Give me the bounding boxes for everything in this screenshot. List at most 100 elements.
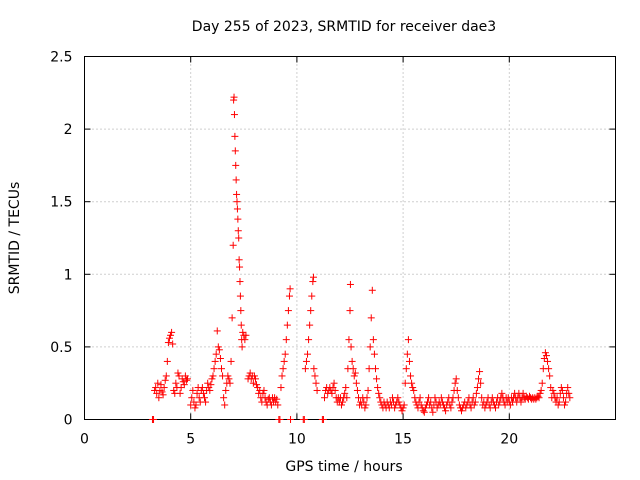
data-point (172, 379, 180, 387)
data-point (346, 307, 354, 315)
data-point (550, 389, 558, 397)
data-point (213, 327, 221, 335)
data-point (447, 404, 455, 412)
data-point (366, 343, 374, 351)
data-point (420, 408, 428, 416)
data-point (374, 384, 382, 392)
data-point (208, 375, 216, 383)
data-point (220, 394, 228, 402)
data-point (241, 336, 249, 344)
data-point (313, 386, 321, 394)
data-point (199, 389, 207, 397)
y-tick-label: 2.5 (50, 50, 72, 66)
data-point (542, 352, 550, 360)
data-point (159, 391, 167, 399)
x-tick-label: 20 (500, 432, 518, 448)
data-point (407, 372, 415, 380)
data-point (558, 386, 566, 394)
chart-title: Day 255 of 2023, SRMTID for receiver dae… (192, 19, 496, 35)
data-point (535, 394, 543, 402)
data-point (161, 376, 169, 384)
data-point (309, 278, 317, 286)
data-point (467, 404, 475, 412)
data-point (157, 381, 165, 389)
data-point (188, 394, 196, 402)
data-point (215, 346, 223, 354)
data-point (442, 407, 450, 415)
data-point (469, 394, 477, 402)
data-point (452, 375, 460, 383)
data-point (342, 384, 350, 392)
data-point (306, 321, 314, 329)
data-point (233, 205, 241, 213)
data-point (170, 386, 178, 394)
data-point (565, 389, 573, 397)
data-point (302, 357, 310, 365)
data-point (350, 372, 358, 380)
data-point (546, 372, 554, 380)
data-point (233, 190, 241, 198)
y-axis-label: SRMTID / TECUs (7, 182, 23, 295)
data-point (174, 369, 182, 377)
data-point (198, 384, 206, 392)
data-point (201, 394, 209, 402)
data-point (305, 336, 313, 344)
data-point (346, 280, 354, 288)
data-point (217, 365, 225, 373)
data-point (475, 375, 483, 383)
data-point (309, 273, 317, 281)
data-point (153, 389, 161, 397)
data-point (395, 398, 403, 406)
data-point (348, 357, 356, 365)
data-point (375, 389, 383, 397)
data-point (537, 386, 545, 394)
data-point (228, 314, 236, 322)
data-point (517, 398, 525, 406)
data-point (152, 384, 160, 392)
data-point (204, 379, 212, 387)
data-point (545, 365, 553, 373)
data-point (400, 401, 408, 409)
data-point (233, 198, 241, 206)
x-axis-label: GPS time / hours (285, 459, 402, 475)
data-point (478, 394, 486, 402)
data-point (211, 357, 219, 365)
data-point (167, 331, 175, 339)
data-point (373, 375, 381, 383)
data-point (214, 343, 222, 351)
data-point (376, 394, 384, 402)
data-point (361, 404, 369, 412)
data-point (433, 404, 441, 412)
data-point (227, 357, 235, 365)
data-point (549, 386, 557, 394)
data-point (253, 381, 261, 389)
data-point (160, 384, 168, 392)
data-point (279, 365, 287, 373)
data-point (347, 343, 355, 351)
data-point (345, 336, 353, 344)
data-point (472, 389, 480, 397)
data-point (175, 372, 183, 380)
data-point (431, 394, 439, 402)
data-point (371, 365, 379, 373)
data-point (330, 379, 338, 387)
data-point (236, 292, 244, 300)
data-point (416, 394, 424, 402)
data-point (425, 394, 433, 402)
data-point (180, 381, 188, 389)
plot-frame (84, 56, 616, 420)
data-point (370, 350, 378, 358)
data-point (242, 331, 250, 339)
data-point (312, 379, 320, 387)
data-point (477, 379, 485, 387)
data-point (287, 416, 295, 423)
data-point (399, 404, 407, 412)
data-point (448, 398, 456, 406)
data-point (216, 355, 224, 363)
data-point (284, 307, 292, 315)
data-point (544, 357, 552, 365)
data-point (458, 407, 466, 415)
data-point (234, 227, 242, 235)
y-tick-label: 1 (64, 267, 73, 283)
